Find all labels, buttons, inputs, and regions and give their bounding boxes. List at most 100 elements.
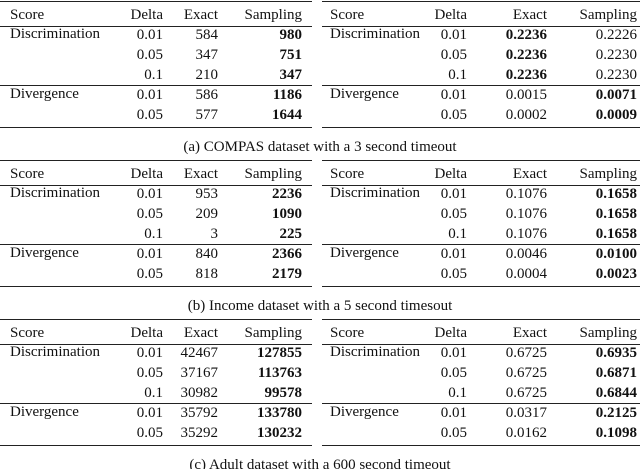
cell: 0.2236 bbox=[505, 27, 547, 43]
cell: 113763 bbox=[257, 365, 302, 381]
rule bbox=[322, 403, 640, 404]
cell: 0.6844 bbox=[595, 385, 637, 401]
cell: 0.6725 bbox=[505, 345, 547, 361]
cell: 0.01 bbox=[440, 246, 467, 262]
cell: 818 bbox=[195, 266, 219, 282]
column-header: Exact bbox=[183, 166, 218, 182]
cell: 0.05 bbox=[136, 365, 163, 381]
rule bbox=[0, 26, 312, 27]
column-header: Sampling bbox=[244, 166, 302, 182]
cell: 0.05 bbox=[440, 47, 467, 63]
column-header: Score bbox=[10, 325, 45, 341]
rule bbox=[0, 286, 312, 287]
cell: 0.01 bbox=[440, 87, 467, 103]
rule bbox=[322, 85, 640, 86]
cell: 0.01 bbox=[136, 345, 163, 361]
rule bbox=[322, 344, 640, 345]
cell: 0.1658 bbox=[595, 206, 637, 222]
cell: 0.01 bbox=[440, 345, 467, 361]
cell: 0.6725 bbox=[505, 385, 547, 401]
column-header: Delta bbox=[434, 325, 467, 341]
column-header: Score bbox=[330, 325, 365, 341]
score-label: Divergence bbox=[10, 404, 79, 420]
cell: 0.01 bbox=[136, 186, 163, 202]
cell: 0.2230 bbox=[595, 67, 637, 83]
cell: 0.1 bbox=[144, 385, 163, 401]
rule bbox=[0, 1, 312, 2]
cell: 584 bbox=[195, 27, 219, 43]
score-label: Discrimination bbox=[10, 26, 100, 42]
score-label: Discrimination bbox=[330, 185, 420, 201]
rule bbox=[322, 286, 640, 287]
column-header: Exact bbox=[512, 166, 547, 182]
rule bbox=[0, 160, 312, 161]
rule bbox=[0, 85, 312, 86]
column-header: Delta bbox=[434, 7, 467, 23]
score-label: Discrimination bbox=[10, 344, 100, 360]
cell: 42467 bbox=[180, 345, 219, 361]
cell: 0.05 bbox=[136, 266, 163, 282]
cell: 0.1 bbox=[144, 67, 163, 83]
column-header: Exact bbox=[183, 7, 218, 23]
cell: 0.0009 bbox=[595, 107, 637, 123]
cell: 130232 bbox=[257, 425, 302, 441]
cell: 2236 bbox=[272, 186, 302, 202]
rule bbox=[322, 445, 640, 446]
column-header: Exact bbox=[183, 325, 218, 341]
cell: 210 bbox=[195, 67, 219, 83]
cell: 0.1076 bbox=[505, 226, 547, 242]
cell: 0.0071 bbox=[595, 87, 637, 103]
cell: 0.05 bbox=[136, 206, 163, 222]
cell: 0.05 bbox=[440, 365, 467, 381]
cell: 0.0004 bbox=[505, 266, 547, 282]
cell: 2179 bbox=[272, 266, 302, 282]
cell: 0.1076 bbox=[505, 186, 547, 202]
cell: 0.05 bbox=[440, 266, 467, 282]
column-header: Exact bbox=[512, 7, 547, 23]
score-label: Discrimination bbox=[330, 344, 420, 360]
cell: 0.0015 bbox=[505, 87, 547, 103]
cell: 0.0317 bbox=[505, 405, 547, 421]
cell: 0.01 bbox=[440, 186, 467, 202]
rule bbox=[0, 319, 312, 320]
column-header: Delta bbox=[130, 166, 163, 182]
cell: 0.1098 bbox=[595, 425, 637, 441]
cell: 0.1658 bbox=[595, 226, 637, 242]
rule bbox=[322, 127, 640, 128]
cell: 133780 bbox=[257, 405, 302, 421]
cell: 1186 bbox=[272, 87, 302, 103]
caption: (a) COMPAS dataset with a 3 second timeo… bbox=[183, 139, 457, 155]
column-header: Delta bbox=[434, 166, 467, 182]
cell: 953 bbox=[195, 186, 219, 202]
caption: (b) Income dataset with a 5 second times… bbox=[187, 298, 453, 314]
cell: 209 bbox=[195, 206, 219, 222]
cell: 0.1076 bbox=[505, 206, 547, 222]
cell: 0.1 bbox=[448, 67, 467, 83]
score-label: Divergence bbox=[10, 245, 79, 261]
cell: 840 bbox=[195, 246, 219, 262]
cell: 0.1658 bbox=[595, 186, 637, 202]
score-label: Discrimination bbox=[10, 185, 100, 201]
cell: 0.2236 bbox=[505, 47, 547, 63]
column-header: Sampling bbox=[579, 325, 637, 341]
column-header: Sampling bbox=[244, 325, 302, 341]
cell: 0.0023 bbox=[595, 266, 637, 282]
rule bbox=[0, 127, 312, 128]
cell: 347 bbox=[195, 47, 219, 63]
cell: 0.6725 bbox=[505, 365, 547, 381]
cell: 0.0100 bbox=[595, 246, 637, 262]
cell: 1090 bbox=[272, 206, 302, 222]
cell: 0.01 bbox=[440, 405, 467, 421]
cell: 0.0046 bbox=[505, 246, 547, 262]
cell: 0.05 bbox=[136, 107, 163, 123]
cell: 0.01 bbox=[136, 27, 163, 43]
cell: 0.01 bbox=[136, 87, 163, 103]
rule bbox=[322, 185, 640, 186]
score-label: Divergence bbox=[10, 86, 79, 102]
cell: 35792 bbox=[180, 405, 219, 421]
caption: (c) Adult dataset with a 600 second time… bbox=[189, 457, 451, 469]
cell: 0.6935 bbox=[595, 345, 637, 361]
cell: 0.01 bbox=[440, 27, 467, 43]
cell: 0.2226 bbox=[595, 27, 637, 43]
column-header: Score bbox=[330, 7, 365, 23]
